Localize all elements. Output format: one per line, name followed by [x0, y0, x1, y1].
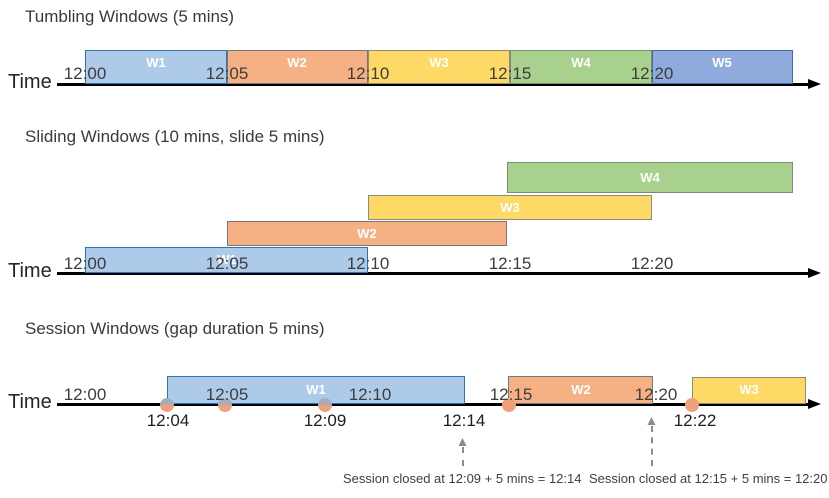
session-axis-line — [57, 403, 810, 406]
sliding-axis-line — [57, 272, 810, 275]
event-dot — [502, 398, 516, 412]
window-label-w4: W4 — [571, 55, 591, 70]
tumbling-axis-arrowhead-icon — [808, 79, 821, 89]
tick-label: 12:15 — [488, 254, 532, 273]
event-dot — [318, 398, 332, 412]
session-close-arrow-line — [462, 447, 464, 466]
session-close-annotation: Session closed at 12:09 + 5 mins = 12:14 — [343, 471, 582, 486]
up-arrow-icon — [647, 417, 656, 425]
session-time-axis-label: Time — [8, 391, 52, 413]
tumbling-window-w2 — [227, 50, 368, 84]
session-close-arrow-line — [651, 426, 653, 466]
tick-label: 12:15 — [489, 385, 533, 404]
tumbling-window-w1 — [85, 50, 227, 84]
up-arrow-icon — [458, 438, 467, 446]
tumbling-window-w3 — [368, 50, 510, 84]
tumbling-time-axis-label: Time — [8, 71, 52, 93]
window-label-w4: W4 — [640, 170, 660, 185]
event-time-label: 12:22 — [673, 411, 717, 430]
tick-label: 12:20 — [634, 385, 678, 404]
window-label-w3: W3 — [429, 55, 449, 70]
window-label-w2: W2 — [357, 226, 377, 241]
sliding-window-w4 — [507, 162, 793, 193]
tumbling-axis-line — [57, 83, 810, 86]
session-window-w2 — [508, 376, 653, 404]
tumbling-window-w4 — [510, 50, 652, 84]
window-label-w3: W3 — [739, 382, 759, 397]
tumbling-window-w5 — [652, 50, 793, 84]
event-dot — [685, 398, 699, 412]
window-label-w3: W3 — [500, 200, 520, 215]
sliding-window-w3 — [368, 195, 652, 220]
sliding-title: Sliding Windows (10 mins, slide 5 mins) — [25, 127, 325, 146]
tumbling-title: Tumbling Windows (5 mins) — [25, 7, 235, 26]
tick-label: 12:00 — [63, 385, 107, 404]
event-time-label: 12:09 — [303, 411, 347, 430]
window-label-w1: W1 — [306, 382, 326, 397]
window-label-w2: W2 — [571, 382, 591, 397]
sliding-axis-arrowhead-icon — [808, 268, 821, 278]
tick-label: 12:10 — [348, 385, 392, 404]
event-time-label: 12:04 — [146, 411, 190, 430]
window-label-w1: W1 — [146, 55, 166, 70]
tick-label: 12:00 — [63, 64, 107, 83]
session-close-annotation: Session closed at 12:15 + 5 mins = 12:20 — [589, 471, 828, 486]
tick-label: 12:10 — [346, 64, 390, 83]
sliding-window-w2 — [227, 221, 507, 246]
sliding-window-w1 — [85, 247, 368, 273]
session-title: Session Windows (gap duration 5 mins) — [25, 319, 325, 338]
window-label-w1: W1 — [217, 252, 237, 267]
session-axis-arrowhead-icon — [808, 399, 821, 409]
tick-label: 12:20 — [630, 64, 674, 83]
tick-label: 12:05 — [205, 64, 249, 83]
window-label-w5: W5 — [712, 55, 732, 70]
event-dot — [160, 398, 174, 412]
tick-label: 12:05 — [205, 385, 249, 404]
tick-label: 12:05 — [205, 254, 249, 273]
tick-label: 12:10 — [346, 254, 390, 273]
session-window-w1 — [167, 376, 465, 404]
window-label-w2: W2 — [287, 55, 307, 70]
event-dot — [218, 398, 232, 412]
session-window-w3 — [692, 377, 806, 404]
sliding-time-axis-label: Time — [8, 260, 52, 282]
tick-label: 12:00 — [63, 254, 107, 273]
tick-label: 12:15 — [488, 64, 532, 83]
event-time-label: 12:14 — [442, 411, 486, 430]
tick-label: 12:20 — [630, 254, 674, 273]
